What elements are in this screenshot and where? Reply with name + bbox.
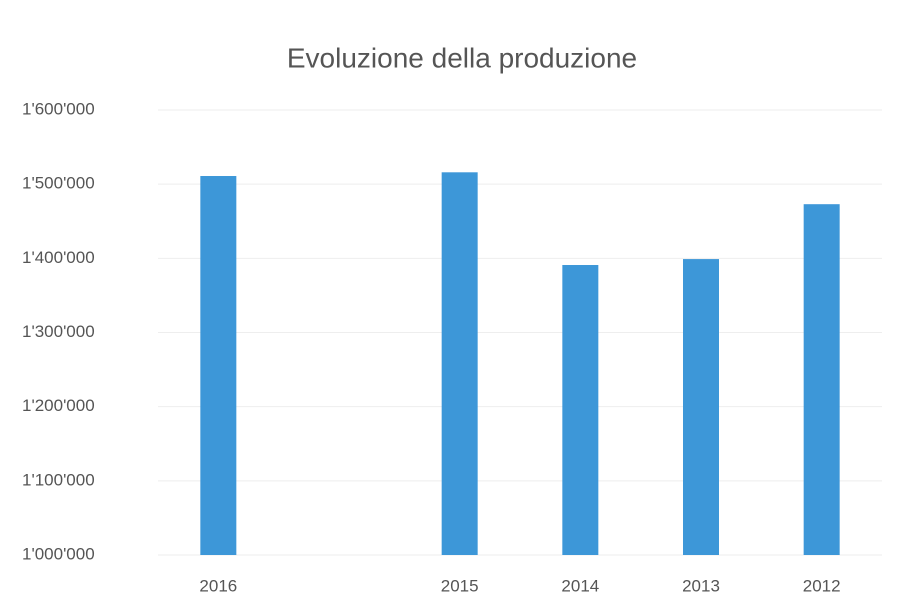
bar [803,204,840,556]
bar [683,259,719,555]
x-tick-label: 2012 [803,576,841,595]
x-tick-label: 2016 [199,576,237,595]
bar [441,172,478,556]
x-tick-label: 2015 [441,576,479,595]
y-tick-label: 1'000'000 [22,544,95,563]
y-tick-label: 1'600'000 [22,99,95,118]
y-tick-label: 1'300'000 [22,322,95,341]
chart-title: Evoluzione della produzione [287,42,637,73]
y-tick-label: 1'200'000 [22,396,95,415]
y-tick-label: 1'500'000 [22,174,95,193]
x-tick-label: 2013 [682,576,720,595]
bar [562,265,599,555]
bar [200,176,237,555]
x-tick-label: 2014 [561,576,599,595]
y-tick-label: 1'400'000 [22,248,95,267]
y-tick-label: 1'100'000 [22,470,95,489]
